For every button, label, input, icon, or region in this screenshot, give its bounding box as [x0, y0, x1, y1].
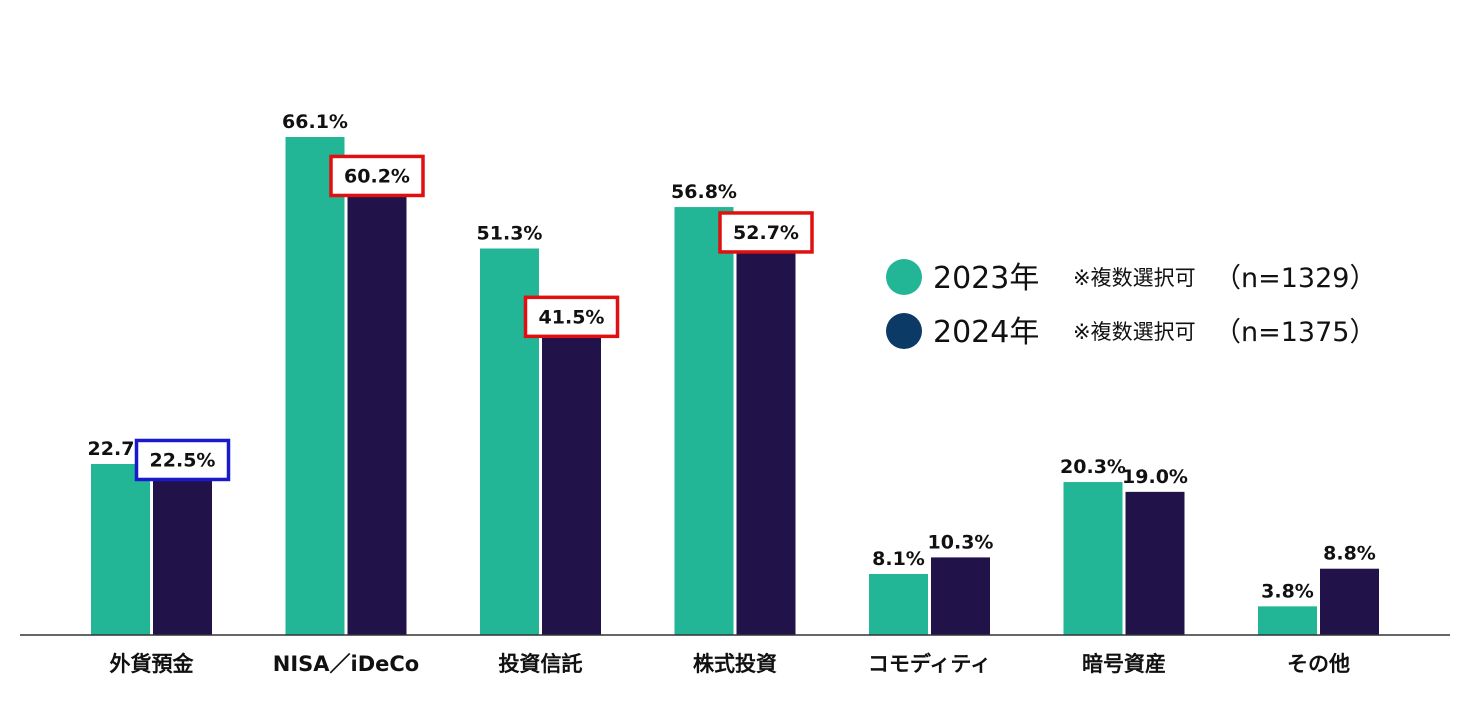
bar-2023-cat-4 — [869, 573, 928, 635]
value-labels-group: 22.7%22.5%66.1%60.2%51.3%41.5%56.8%52.7%… — [88, 111, 1376, 602]
category-label-cat-0: 外貨預金 — [110, 652, 195, 676]
bar-2023-cat-3 — [674, 207, 734, 635]
highlight-box-cat-1 — [329, 154, 425, 198]
legend-sample-size-2023: （n=1329） — [1214, 263, 1376, 294]
value-label-2024-cat-2: 41.5% — [539, 306, 605, 328]
legend: 2023年 ※複数選択可 （n=1329） 2024年 ※複数選択可 （n=1375） — [886, 259, 1376, 350]
bar-2023-cat-1 — [285, 137, 345, 635]
legend-sample-size-2024: （n=1375） — [1214, 317, 1376, 348]
value-label-2024-cat-0: 22.5% — [150, 449, 216, 471]
legend-swatch-2024 — [886, 313, 922, 349]
category-label-cat-1: NISA／iDeCo — [273, 652, 419, 676]
bar-2024-cat-4 — [931, 557, 990, 635]
value-label-2024-cat-5: 19.0% — [1122, 466, 1188, 488]
legend-label-2024: 2024年 — [933, 315, 1039, 350]
category-label-cat-3: 株式投資 — [693, 652, 777, 676]
legend-swatch-2023 — [886, 259, 922, 295]
bar-2023-cat-5 — [1063, 482, 1123, 635]
value-label-2023-cat-2: 51.3% — [477, 223, 543, 245]
highlight-box-cat-3 — [718, 211, 814, 254]
highlight-box-cat-0 — [134, 438, 231, 482]
legend-note-2024: ※複数選択可 — [1073, 320, 1196, 344]
legend-label-2023: 2023年 — [933, 261, 1039, 296]
bar-2024-cat-3 — [736, 237, 796, 636]
bar-2024-cat-2 — [542, 322, 601, 635]
value-label-2024-cat-1: 60.2% — [344, 165, 410, 187]
bar-2023-cat-6 — [1258, 606, 1317, 635]
bar-2024-cat-5 — [1125, 491, 1185, 635]
value-label-2023-cat-6: 3.8% — [1261, 580, 1314, 602]
bars-group — [91, 137, 1379, 636]
bar-2023-cat-0 — [91, 463, 150, 635]
category-label-cat-4: コモディティ — [868, 652, 991, 676]
value-label-2023-cat-3: 56.8% — [671, 181, 737, 203]
value-label-2023-cat-5: 20.3% — [1060, 456, 1126, 478]
category-label-cat-6: その他 — [1287, 652, 1350, 676]
category-label-cat-2: 投資信託 — [499, 652, 583, 676]
bar-2024-cat-1 — [347, 181, 407, 635]
bar-2024-cat-6 — [1320, 568, 1379, 635]
legend-note-2023: ※複数選択可 — [1073, 266, 1196, 290]
value-label-2023-cat-4: 8.1% — [872, 548, 925, 570]
bar-2024-cat-0 — [153, 465, 212, 635]
value-label-2024-cat-4: 10.3% — [928, 531, 994, 553]
value-label-2024-cat-6: 8.8% — [1323, 543, 1376, 565]
category-labels-group: 外貨預金 NISA／iDeCo 投資信託 株式投資 コモディティ 暗号資産 その他 — [110, 652, 1351, 676]
category-label-cat-5: 暗号資産 — [1082, 652, 1166, 676]
value-label-2024-cat-3: 52.7% — [733, 222, 799, 244]
highlight-box-cat-2 — [523, 295, 620, 339]
value-label-2023-cat-1: 66.1% — [282, 111, 348, 133]
